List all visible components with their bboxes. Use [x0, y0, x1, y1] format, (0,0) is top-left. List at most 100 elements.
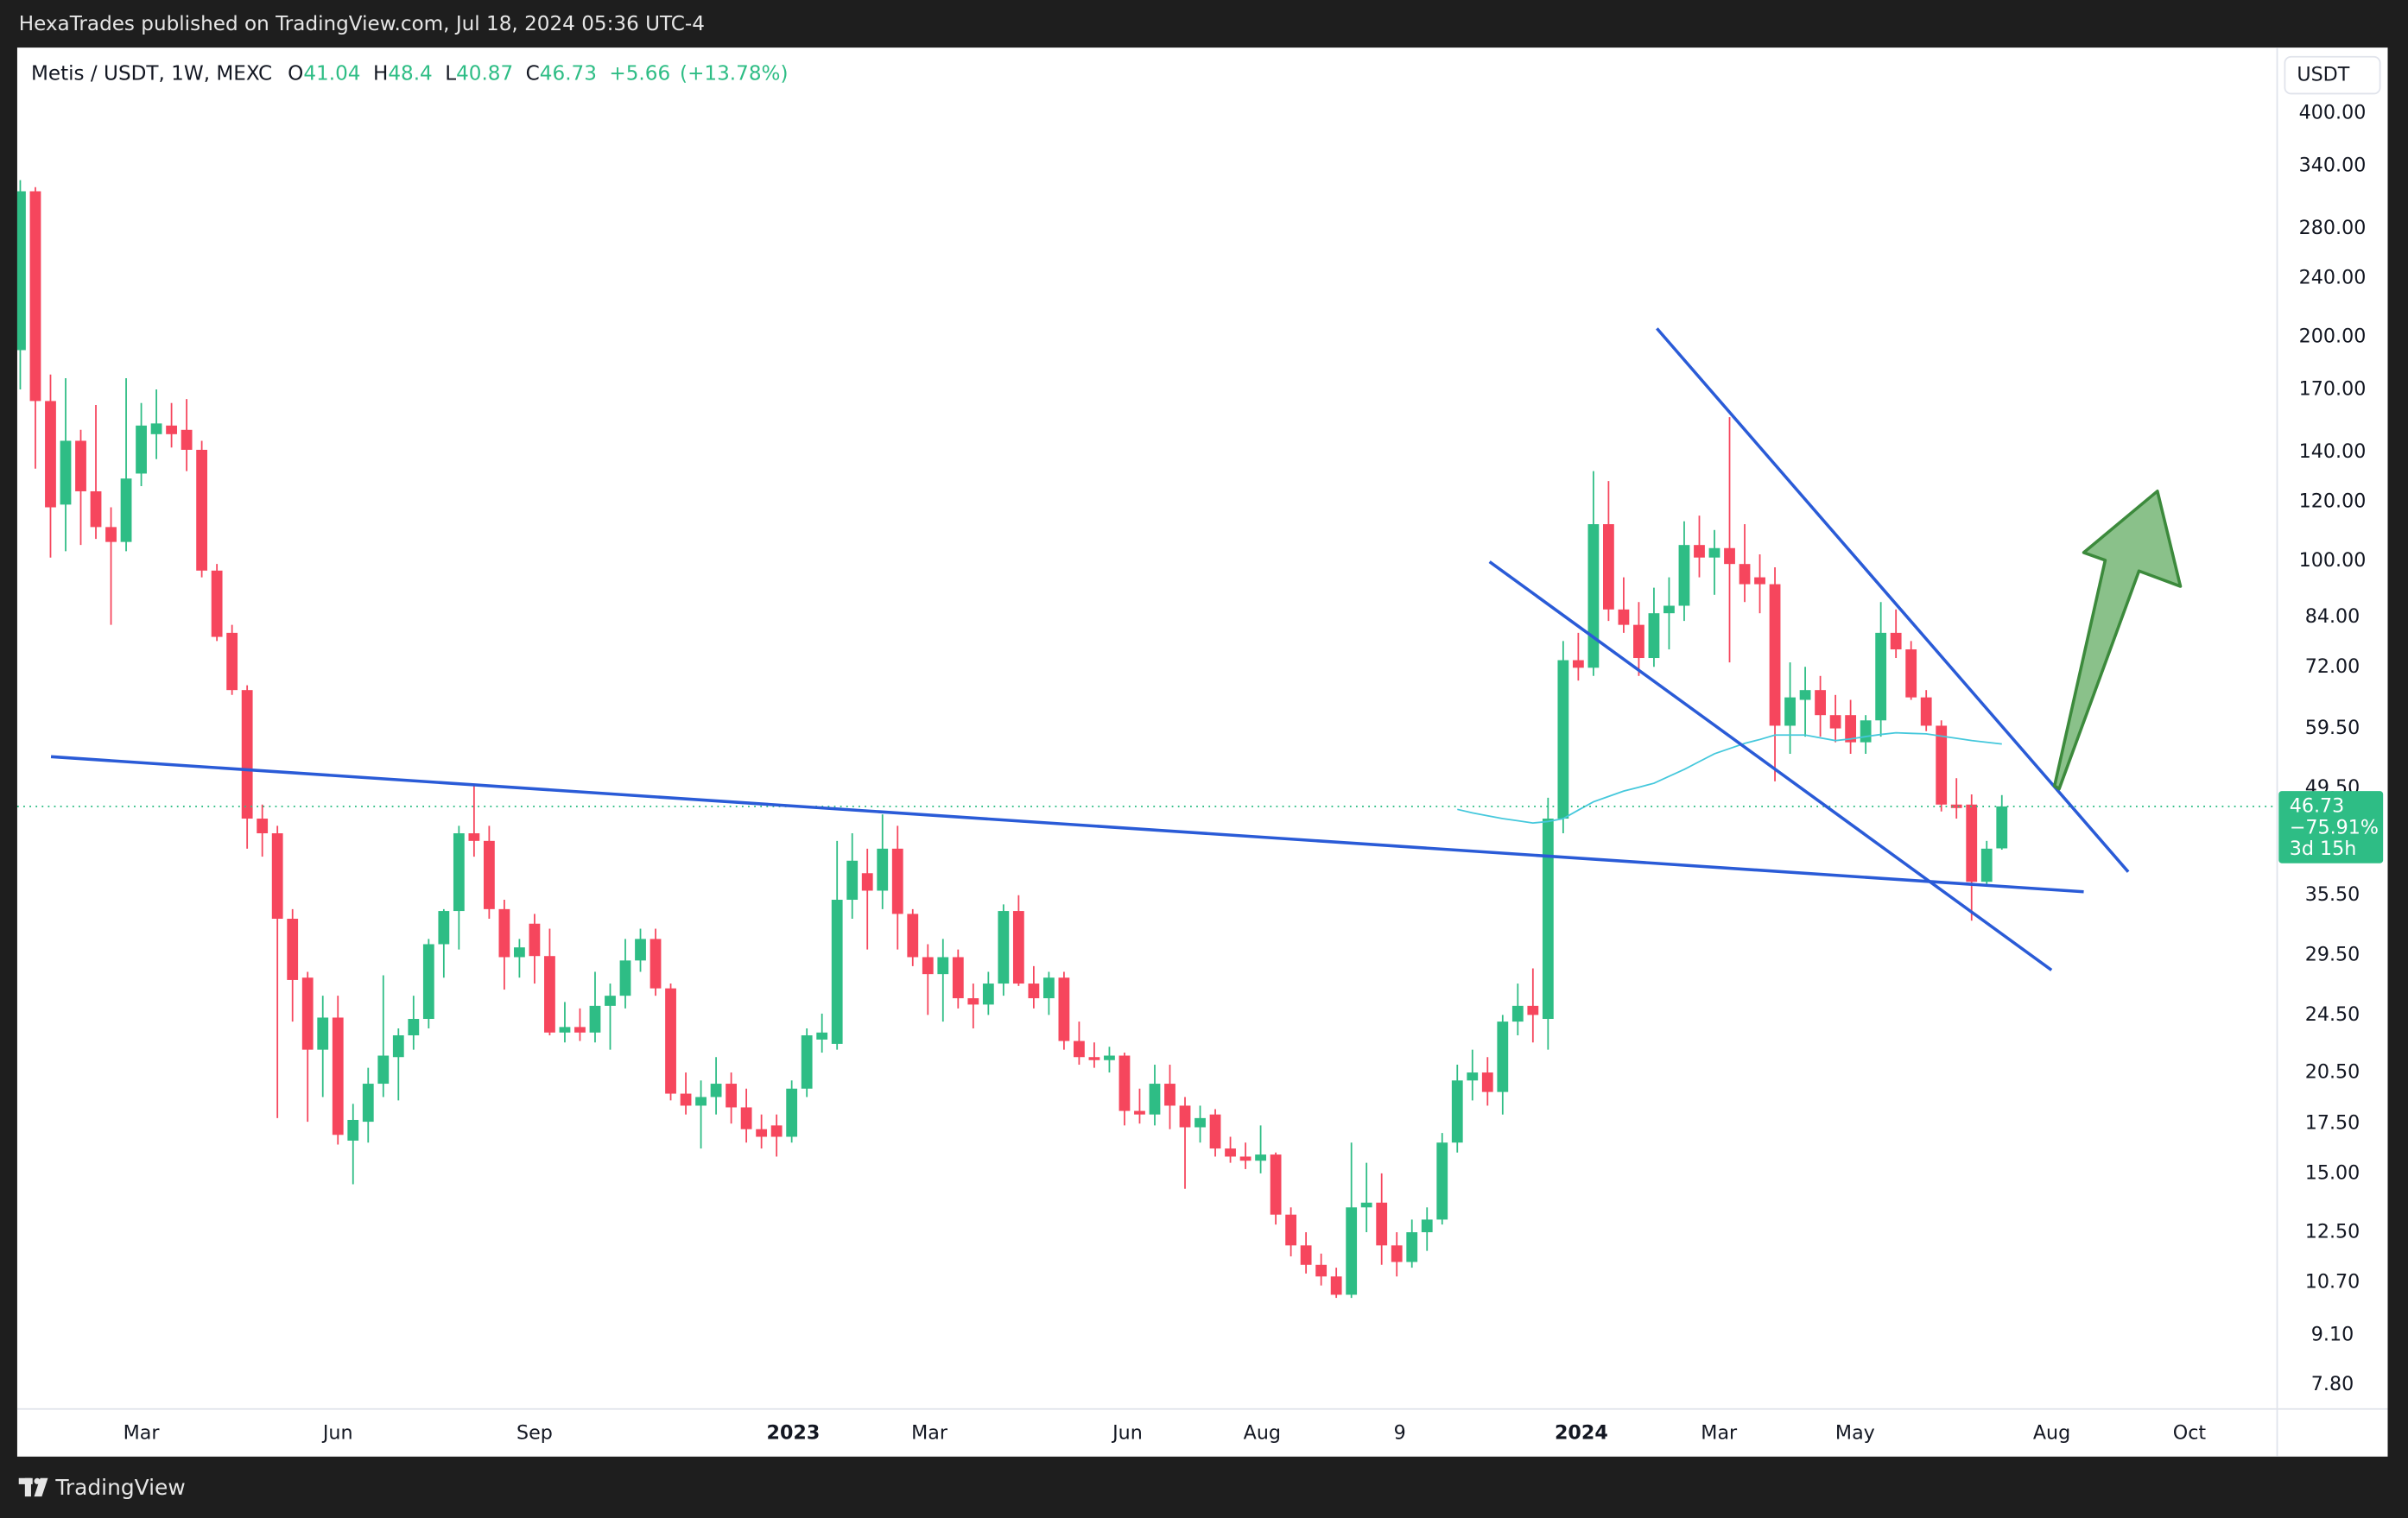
ohlc-value: 48.4	[388, 62, 432, 85]
candle-body	[816, 1032, 828, 1040]
last-price: 46.73	[2290, 794, 2345, 817]
candle-body	[514, 947, 525, 958]
candle-body	[801, 1035, 813, 1089]
arrow	[2052, 490, 2183, 791]
ohlc-label: O	[288, 62, 303, 85]
candle-body	[392, 1035, 404, 1058]
candle-body	[90, 490, 102, 528]
candle-body	[907, 914, 919, 958]
x-tick-label: Jun	[321, 1422, 353, 1445]
candle-body	[1194, 1117, 1206, 1128]
footer-brand: TradingView	[54, 1475, 185, 1500]
candle-body	[1815, 690, 1826, 716]
x-tick-label: Mar	[124, 1422, 161, 1445]
candle-body	[1149, 1084, 1161, 1115]
y-tick-label: 17.50	[2305, 1112, 2360, 1135]
candle-body	[1104, 1055, 1115, 1060]
candle-body	[211, 570, 223, 637]
candle-body	[75, 440, 86, 491]
x-tick-label: 2024	[1555, 1422, 1608, 1445]
candle-body	[1739, 564, 1751, 585]
x-tick-label: Jun	[1111, 1422, 1143, 1445]
logo-part	[34, 1477, 48, 1497]
candle-body	[680, 1093, 692, 1106]
candle-body	[1436, 1142, 1448, 1220]
candle-body	[16, 191, 26, 351]
ohlc-label: C	[526, 62, 540, 85]
candle-body	[1860, 720, 1872, 743]
change-percent: (+13.78%)	[680, 62, 788, 85]
x-tick-label: May	[1835, 1422, 1875, 1445]
candle-body	[1270, 1154, 1282, 1215]
y-tick-label: 200.00	[2299, 326, 2367, 348]
x-tick-label: 9	[1394, 1422, 1406, 1445]
candle-body	[196, 449, 208, 571]
candle-body	[377, 1055, 390, 1085]
candle-body	[1572, 660, 1584, 668]
candle-body	[241, 690, 253, 819]
y-tick-label: 9.10	[2311, 1323, 2354, 1345]
chart-panel	[16, 47, 2388, 1457]
candle-body	[740, 1107, 752, 1129]
trendline	[1656, 327, 2130, 873]
y-tick-label: 400.00	[2299, 101, 2367, 123]
ohlc-value: 46.73	[540, 62, 597, 85]
candle-body	[1966, 804, 1978, 882]
candle-body	[438, 911, 450, 945]
candle-body	[695, 1097, 707, 1106]
x-tick-label: Mar	[911, 1422, 948, 1445]
x-tick-label: Aug	[1244, 1422, 1281, 1445]
candle-body	[1587, 524, 1600, 668]
currency[interactable]: USDT	[2297, 64, 2349, 86]
candle-body	[1618, 609, 1630, 625]
candle-body	[1179, 1105, 1191, 1128]
y-tick-label: 24.50	[2305, 1003, 2360, 1026]
candle-body	[1784, 697, 1796, 726]
candle-body	[1421, 1219, 1433, 1233]
candle-body	[756, 1129, 768, 1137]
candle-body	[150, 423, 162, 434]
candle-body	[1936, 725, 1948, 805]
ohlc-label: L	[445, 62, 456, 85]
candle-body	[544, 956, 555, 1033]
candle-body	[1451, 1080, 1463, 1143]
moving-average	[1457, 731, 2002, 825]
y-tick-label: 59.50	[2305, 717, 2360, 739]
change: +5.66	[609, 62, 670, 85]
candle-body	[468, 833, 480, 841]
candle-body	[1118, 1055, 1131, 1111]
candle-body	[1950, 804, 1962, 808]
x-tick-label: Oct	[2173, 1422, 2207, 1445]
y-tick-label: 72.00	[2305, 655, 2360, 678]
candle-body	[1663, 605, 1675, 614]
y-tick-label: 240.00	[2299, 267, 2367, 289]
candle-body	[1088, 1057, 1100, 1060]
candle-body	[529, 923, 541, 957]
logo-part	[34, 1477, 41, 1484]
candle-body	[1315, 1264, 1328, 1277]
candle-body	[271, 833, 283, 920]
candle-body	[1225, 1148, 1236, 1157]
y-tick-label: 120.00	[2299, 490, 2367, 513]
y-tick-label: 35.50	[2305, 883, 2360, 906]
candle-body	[226, 632, 238, 691]
candle-body	[362, 1084, 374, 1123]
candle-body	[1481, 1072, 1493, 1092]
candle-body	[1406, 1232, 1418, 1262]
currency-box[interactable]	[2284, 55, 2381, 95]
candle-body	[60, 440, 72, 505]
candle-body	[301, 977, 314, 1050]
candle-body	[1134, 1110, 1145, 1115]
candle-body	[1285, 1214, 1297, 1246]
candle-body	[861, 873, 873, 891]
candle-body	[136, 425, 147, 474]
candle-body	[1497, 1021, 1509, 1092]
x-tick-label: Sep	[516, 1422, 553, 1445]
candle-body	[559, 1027, 571, 1033]
candle-body	[1996, 806, 2008, 849]
candle-body	[589, 1005, 601, 1033]
candle-body	[786, 1088, 798, 1137]
candle-body	[1708, 547, 1720, 558]
candle-body	[877, 848, 889, 891]
